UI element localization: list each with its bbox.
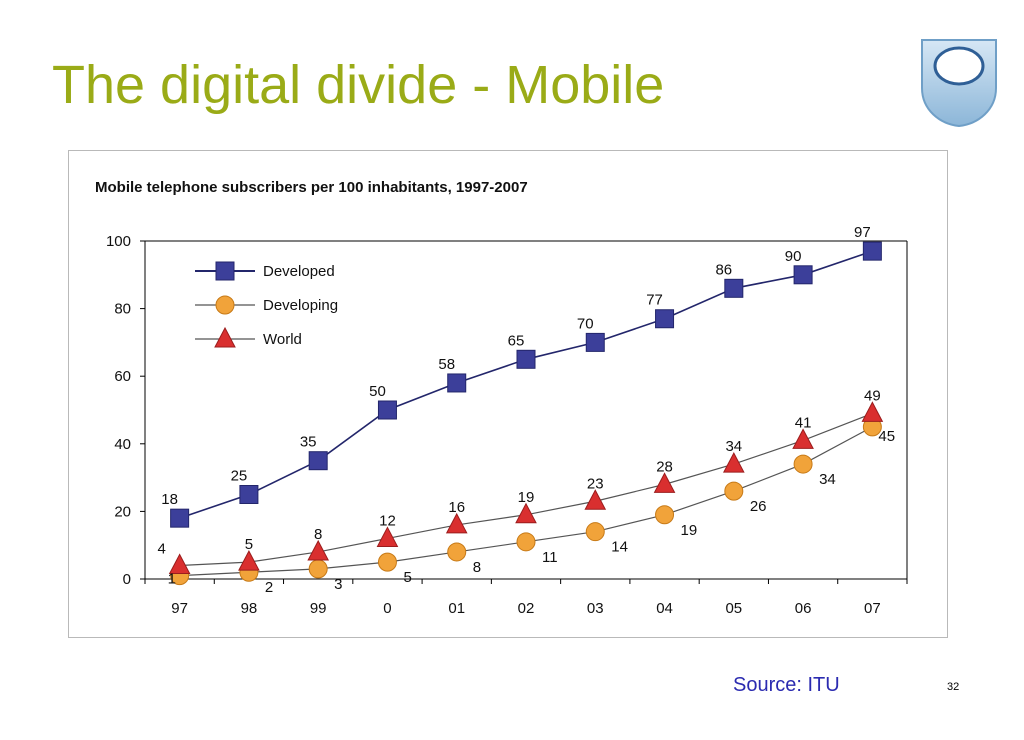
- data-point-developed: [377, 400, 397, 420]
- slide-title: The digital divide - Mobile: [52, 55, 665, 115]
- data-label-developing: 2: [265, 579, 273, 596]
- data-point-developed: [862, 241, 882, 261]
- data-point-developed: [724, 278, 744, 298]
- data-label-developing: 1: [168, 571, 176, 588]
- data-point-developed: [793, 265, 813, 285]
- data-label-world: 19: [518, 489, 535, 506]
- data-point-world: [445, 512, 468, 534]
- data-point-developing: [516, 532, 536, 552]
- data-point-developed: [655, 309, 675, 329]
- data-label-developing: 8: [473, 559, 481, 576]
- line-chart: Mobile telephone subscribers per 100 inh…: [95, 179, 908, 617]
- legend-marker-developing: [215, 295, 235, 315]
- data-label-world: 12: [379, 512, 396, 529]
- data-label-developed: 25: [231, 468, 248, 485]
- x-tick-label: 06: [795, 600, 812, 617]
- data-label-developing: 5: [403, 569, 411, 586]
- data-label-developed: 65: [508, 332, 525, 349]
- data-label-developed: 58: [438, 356, 455, 373]
- data-label-developed: 90: [785, 248, 802, 265]
- open-university-shield-icon: [921, 39, 997, 128]
- data-point-developed: [239, 485, 259, 504]
- data-label-world: 23: [587, 475, 604, 492]
- data-point-world: [238, 550, 260, 571]
- y-tick-label: 80: [114, 301, 131, 318]
- x-tick-label: 97: [171, 600, 188, 617]
- x-tick-label: 02: [518, 600, 535, 617]
- x-tick-label: 07: [864, 600, 881, 617]
- data-label-world: 5: [245, 536, 253, 553]
- data-point-developing: [655, 505, 675, 525]
- x-tick-label: 03: [587, 600, 604, 617]
- data-label-developing: 14: [611, 539, 628, 556]
- y-tick-label: 20: [114, 503, 131, 520]
- data-point-developing: [377, 552, 397, 572]
- source-note: Source: ITU: [733, 674, 840, 696]
- legend-label-world: World: [263, 331, 302, 348]
- data-label-developing: 19: [681, 522, 698, 539]
- data-label-developed: 18: [161, 491, 178, 508]
- data-label-developing: 34: [819, 471, 836, 488]
- data-point-world: [792, 428, 814, 449]
- data-point-world: [722, 452, 745, 473]
- data-point-developing: [308, 559, 328, 579]
- x-tick-label: 05: [725, 600, 742, 617]
- data-label-developing: 3: [334, 576, 342, 593]
- data-label-developed: 50: [369, 383, 386, 400]
- legend-label-developed: Developed: [263, 263, 335, 280]
- data-label-developing: 45: [878, 428, 895, 445]
- y-tick-label: 40: [114, 436, 131, 453]
- chart-frame: Mobile telephone subscribers per 100 inh…: [68, 150, 948, 638]
- y-tick-label: 100: [106, 233, 131, 250]
- data-label-developed: 70: [577, 315, 594, 332]
- data-point-developing: [724, 481, 744, 501]
- data-point-developed: [447, 373, 467, 393]
- x-tick-label: 0: [383, 600, 391, 617]
- data-point-world: [861, 401, 884, 422]
- data-point-developing: [793, 454, 813, 474]
- data-label-world: 28: [656, 458, 673, 475]
- y-tick-label: 0: [123, 571, 131, 588]
- data-label-world: 34: [725, 438, 742, 455]
- data-point-world: [584, 489, 607, 510]
- data-point-world: [376, 526, 399, 547]
- data-point-world: [168, 553, 191, 574]
- chart-title: Mobile telephone subscribers per 100 inh…: [95, 179, 528, 196]
- data-point-world: [653, 472, 676, 493]
- legend-marker-world: [214, 326, 236, 348]
- data-label-developed: 77: [646, 292, 663, 309]
- data-point-developed: [585, 332, 605, 352]
- data-label-developing: 26: [750, 498, 767, 515]
- data-point-developing: [447, 542, 467, 562]
- data-label-world: 16: [448, 499, 465, 516]
- page-number: 32: [947, 681, 960, 693]
- data-label-developing: 11: [542, 549, 558, 566]
- x-tick-label: 98: [241, 600, 258, 617]
- x-tick-label: 01: [448, 600, 465, 617]
- data-label-developed: 35: [300, 434, 317, 451]
- x-tick-label: 99: [310, 600, 327, 617]
- data-label-world: 4: [157, 540, 165, 557]
- data-point-developed: [516, 349, 536, 369]
- data-point-developed: [308, 451, 328, 471]
- data-point-developed: [170, 508, 190, 528]
- data-label-world: 41: [795, 414, 812, 431]
- data-point-world: [307, 539, 330, 561]
- data-label-developed: 86: [715, 261, 732, 278]
- x-tick-label: 04: [656, 600, 673, 617]
- data-point-developing: [585, 522, 605, 542]
- data-label-developed: 97: [854, 224, 871, 241]
- legend-label-developing: Developing: [263, 297, 338, 314]
- data-label-world: 49: [864, 387, 881, 404]
- y-tick-label: 60: [114, 368, 131, 385]
- data-point-world: [515, 502, 537, 524]
- legend-marker-developed: [215, 261, 235, 281]
- data-label-world: 8: [314, 526, 322, 543]
